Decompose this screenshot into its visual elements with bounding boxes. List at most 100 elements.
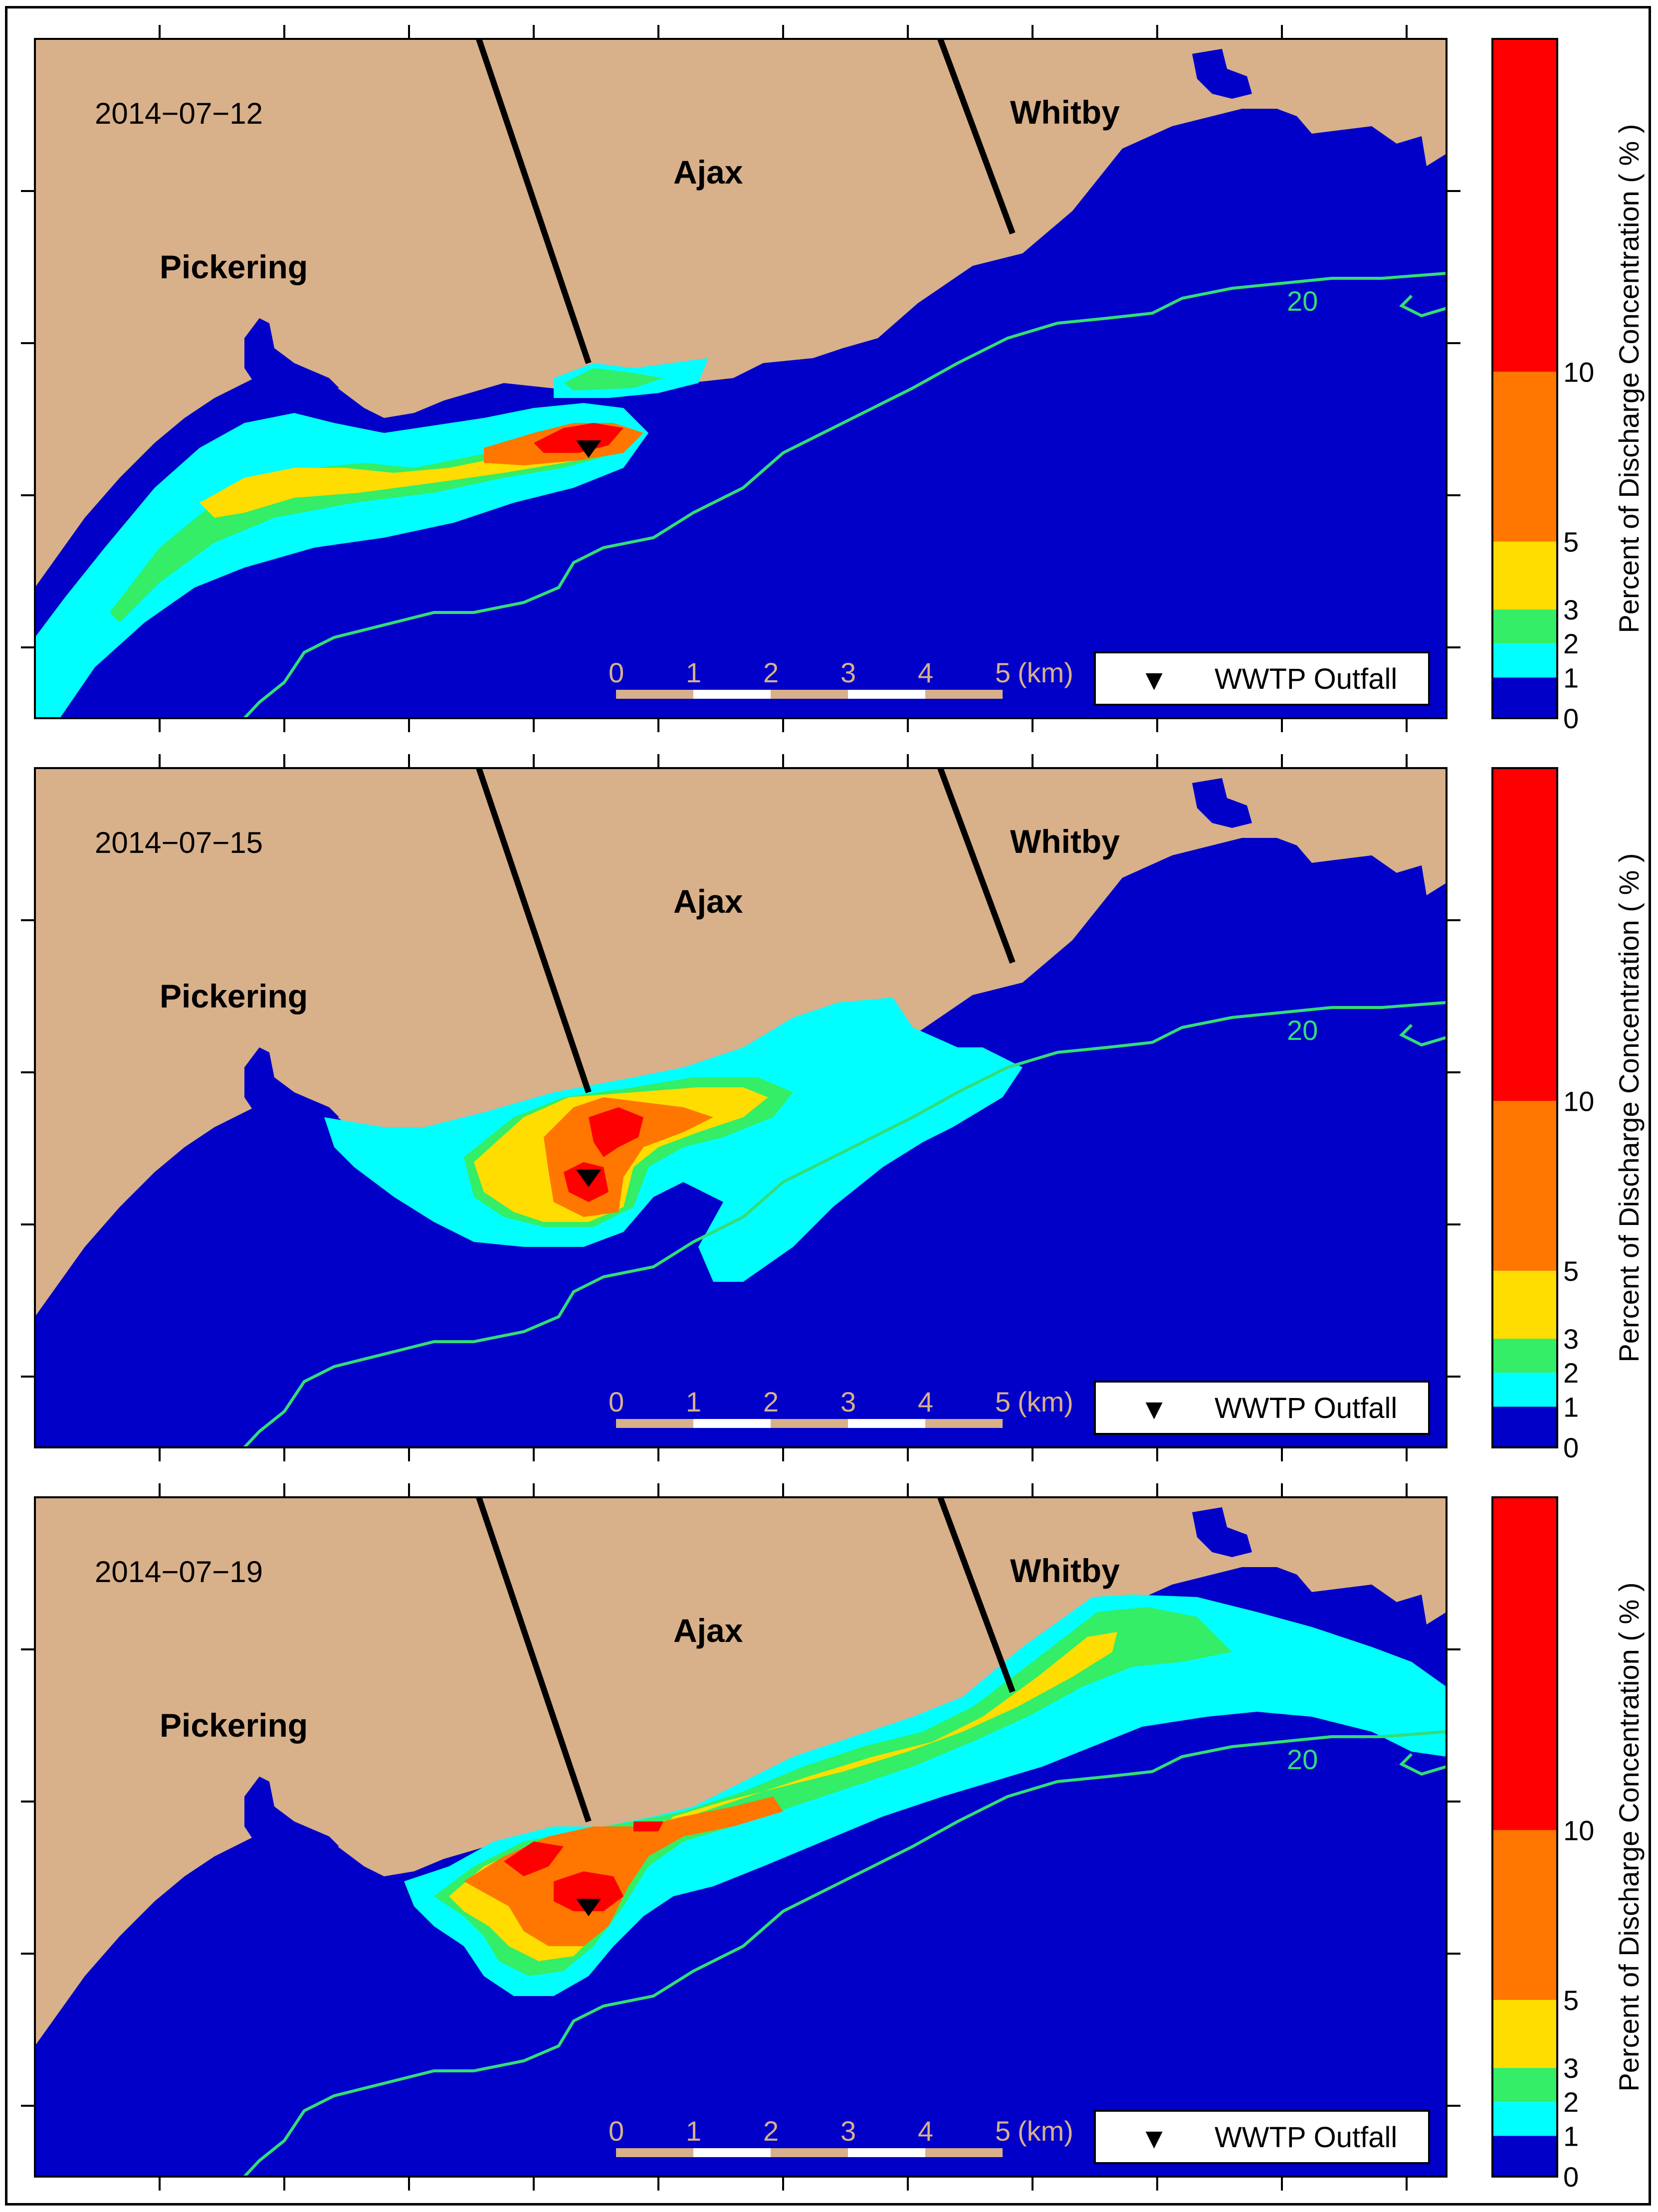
scale-tick: 0 <box>609 657 624 688</box>
scale-tick: 0 <box>609 2115 624 2147</box>
colorbar-tick-label: 0 <box>1563 703 1579 734</box>
colorbar-tick-label: 1 <box>1563 1391 1579 1422</box>
boundary-ajax-whitby <box>937 767 1016 964</box>
colorbar-tick-label: 5 <box>1563 1985 1579 2016</box>
colorbar-segment <box>1492 2000 1557 2068</box>
colorbar-tick-label: 0 <box>1563 1432 1579 1463</box>
label-pickering: Pickering <box>160 1707 308 1744</box>
colorbar-tick-label: 10 <box>1563 356 1594 388</box>
legend-box: ▼ WWTP Outfall <box>1094 651 1430 706</box>
colorbar-segment <box>1492 2136 1557 2177</box>
scale-tick: 4 <box>918 2115 933 2147</box>
colorbar-tick-label: 1 <box>1563 2120 1579 2152</box>
label-whitby: Whitby <box>1010 1552 1120 1589</box>
scale-tick: 2 <box>763 1386 779 1417</box>
colorbar-title: Percent of Discharge Concentration ( % ) <box>1613 853 1645 1363</box>
label-ajax: Ajax <box>673 154 743 191</box>
colorbar-segment <box>1492 1339 1557 1373</box>
outfall-marker <box>576 1170 601 1187</box>
boundary-pickering-ajax <box>476 1496 592 1822</box>
boundary-pickering-ajax <box>476 38 592 364</box>
contour-label: 20 <box>1287 1014 1318 1046</box>
legend-symbol: ▼ <box>1140 1393 1168 1425</box>
plume-panel-1 <box>35 358 708 718</box>
scale-tick: 4 <box>918 657 933 688</box>
colorbar-segment <box>1492 609 1557 644</box>
scale-tick: 3 <box>840 1386 856 1417</box>
colorbar-tick-label: 2 <box>1563 1357 1579 1389</box>
colorbar-segment <box>1492 1407 1557 1447</box>
scale-unit: (km) <box>1018 657 1073 688</box>
axis-ticks <box>21 25 1460 2191</box>
colorbar-segment <box>1492 768 1557 1101</box>
scale-bar: 0 1 2 3 4 5 (km) <box>609 1386 1073 1428</box>
legend-box: ▼ WWTP Outfall <box>1094 1381 1430 1435</box>
colorbar-segment <box>1492 2068 1557 2102</box>
scale-tick: 1 <box>686 657 701 688</box>
colorbar-segment <box>1492 541 1557 610</box>
scale-tick: 2 <box>763 2115 779 2147</box>
legend-box: ▼ WWTP Outfall <box>1094 2110 1430 2164</box>
map-panel-2: 2014−07−15 Pickering Ajax Whitby 20 0 1 … <box>34 767 1447 1447</box>
scale-unit: (km) <box>1018 1386 1073 1417</box>
scale-tick: 0 <box>609 1386 624 1417</box>
scale-tick: 1 <box>686 1386 701 1417</box>
colorbar-tick-label: 1 <box>1563 662 1579 693</box>
map-panel-1: 2014−07−12 Pickering Ajax Whitby 20 0 1 … <box>34 37 1447 718</box>
label-ajax: Ajax <box>673 883 743 920</box>
boundary-ajax-whitby <box>937 1496 1016 1693</box>
colorbar-tick-label: 5 <box>1563 1255 1579 1287</box>
map-panel-3: 2014−07−19 Pickering Ajax Whitby 20 0 1 … <box>34 1496 1447 2177</box>
label-pickering: Pickering <box>160 248 308 285</box>
colorbar-title: Percent of Discharge Concentration ( % ) <box>1613 124 1645 633</box>
colorbar-frame <box>1491 767 1558 1448</box>
scale-tick: 3 <box>840 2115 856 2147</box>
boundary-pickering-ajax <box>476 767 592 1093</box>
colorbar-segment <box>1492 1270 1557 1339</box>
scale-bar: 0 1 2 3 4 5 (km) <box>609 2115 1073 2157</box>
colorbar-tick-label: 2 <box>1563 2086 1579 2118</box>
legend-symbol: ▼ <box>1140 664 1168 696</box>
colorbar-segment <box>1492 1497 1557 1830</box>
legend-symbol: ▼ <box>1140 2122 1168 2155</box>
colorbar-segment <box>1492 39 1557 372</box>
colorbar-title: Percent of Discharge Concentration ( % ) <box>1613 1583 1645 2092</box>
colorbar-segment <box>1492 1830 1557 2000</box>
boundary-ajax-whitby <box>937 37 1016 235</box>
colorbar-tick-label: 2 <box>1563 628 1579 659</box>
legend-label: WWTP Outfall <box>1215 1392 1397 1424</box>
colorbar-tick-label: 3 <box>1563 2052 1579 2084</box>
figure-frame <box>5 6 1651 2206</box>
outfall-marker <box>576 440 601 458</box>
colorbar-segment <box>1492 1373 1557 1407</box>
legend-label: WWTP Outfall <box>1215 2121 1397 2154</box>
colorbar-segment <box>1492 1101 1557 1271</box>
colorbar-segment <box>1492 372 1557 542</box>
colorbar-frame <box>1491 38 1558 719</box>
label-ajax: Ajax <box>673 1612 743 1649</box>
scale-tick: 5 <box>995 657 1011 688</box>
plume-panel-2 <box>324 998 1023 1282</box>
date-label: 2014−07−12 <box>95 97 263 130</box>
colorbar-tick-label: 3 <box>1563 594 1579 625</box>
contour-label: 20 <box>1287 285 1318 317</box>
scale-tick: 5 <box>995 1386 1011 1417</box>
contour-label: 20 <box>1287 1744 1318 1775</box>
scale-unit: (km) <box>1018 2115 1073 2147</box>
colorbar-tick-label: 0 <box>1563 2161 1579 2193</box>
colorbar-tick-label: 5 <box>1563 526 1579 558</box>
colorbar-segment <box>1492 677 1557 718</box>
colorbar-frame <box>1491 1496 1558 2178</box>
colorbar-tick-label: 10 <box>1563 1085 1594 1117</box>
colorbar-tick-label: 3 <box>1563 1323 1579 1355</box>
outfall-marker <box>576 1899 601 1916</box>
scale-bar: 0 1 2 3 4 5 (km) <box>609 657 1073 699</box>
scale-tick: 1 <box>686 2115 701 2147</box>
label-whitby: Whitby <box>1010 823 1120 860</box>
scale-tick: 5 <box>995 2115 1011 2147</box>
scale-tick: 2 <box>763 657 779 688</box>
plume-panel-3 <box>404 1595 1447 1996</box>
label-pickering: Pickering <box>160 978 308 1014</box>
